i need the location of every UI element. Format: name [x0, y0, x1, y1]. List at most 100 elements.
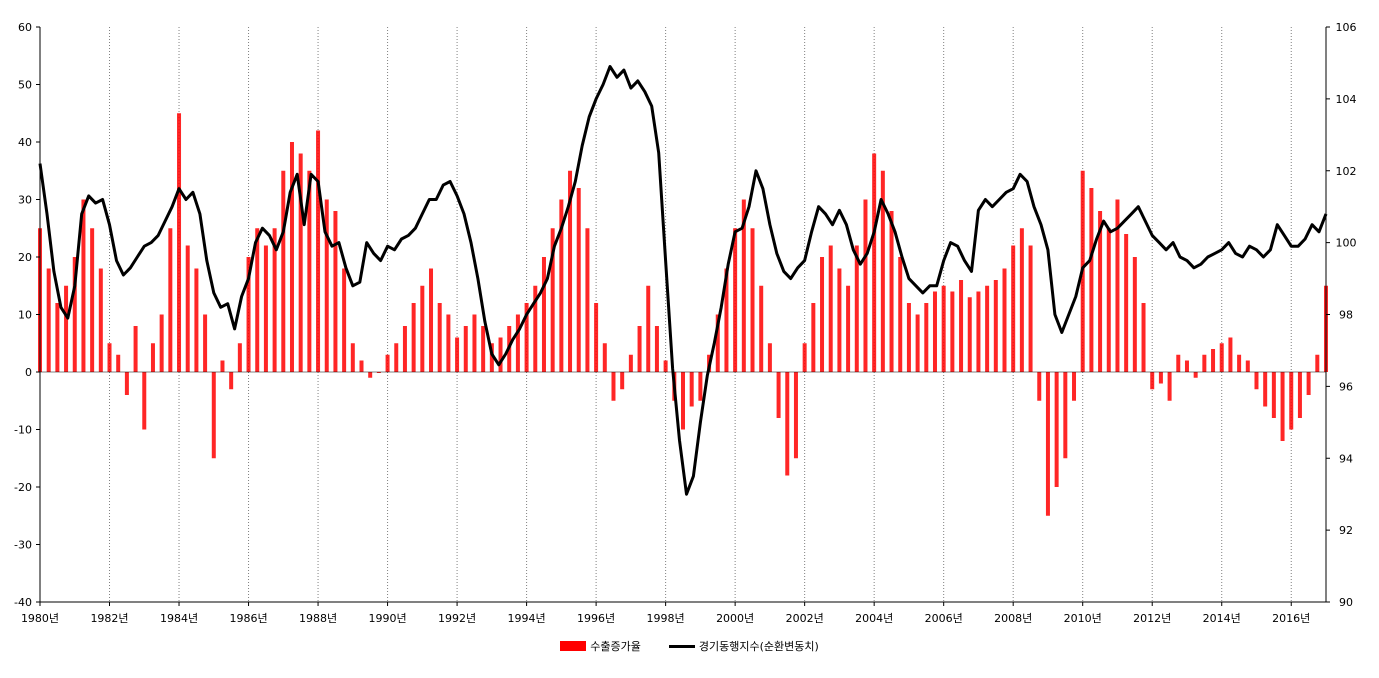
x-tick-label: 2010년 — [1064, 612, 1102, 625]
bar-export-growth — [1115, 199, 1120, 372]
bar-export-growth — [846, 285, 851, 372]
bar-export-growth — [90, 228, 95, 372]
bar-export-growth — [281, 170, 286, 372]
bar-export-growth — [1132, 257, 1137, 372]
bar-export-growth — [376, 372, 381, 373]
bar-export-growth — [1271, 372, 1276, 418]
bar-export-growth — [880, 170, 885, 372]
bar-export-growth — [1280, 372, 1285, 441]
bar-export-growth — [368, 372, 373, 378]
series-line-coincident-index — [38, 65, 1328, 496]
bar-export-growth — [107, 343, 112, 372]
bar-export-growth — [1289, 372, 1294, 430]
y-right-tick-label: 104 — [1336, 93, 1357, 106]
bar-export-growth — [481, 326, 486, 372]
x-tick-label: 1992년 — [438, 612, 476, 625]
legend-swatch-line — [668, 644, 695, 648]
x-tick-label: 1986년 — [229, 612, 267, 625]
legend-label-export-growth: 수출증가율 — [590, 640, 641, 653]
y-left-tick-label: -20 — [14, 481, 32, 494]
bars-export-growth — [38, 113, 1328, 516]
bar-export-growth — [489, 343, 494, 372]
bar-export-growth — [333, 211, 338, 372]
bar-export-growth — [715, 314, 720, 372]
x-tick-label: 2008년 — [994, 612, 1032, 625]
bar-export-growth — [437, 303, 442, 372]
y-right-tick-label: 92 — [1339, 524, 1353, 537]
x-tick-label: 1982년 — [90, 612, 128, 625]
bar-export-growth — [1124, 234, 1129, 372]
bar-export-growth — [950, 291, 955, 372]
bar-export-growth — [1245, 360, 1250, 372]
bar-export-growth — [237, 343, 242, 372]
bar-export-growth — [1297, 372, 1302, 418]
bar-export-growth — [1045, 372, 1050, 516]
bar-export-growth — [472, 314, 477, 372]
bar-export-growth — [1315, 354, 1320, 372]
bar-export-growth — [394, 343, 399, 372]
x-tick-label: 2014년 — [1203, 612, 1241, 625]
bar-export-growth — [793, 372, 798, 459]
bar-export-growth — [1072, 372, 1077, 401]
bar-export-growth — [932, 291, 937, 372]
bar-export-growth — [724, 268, 729, 372]
bar-export-growth — [116, 354, 121, 372]
bar-export-growth — [828, 245, 833, 372]
bar-export-growth — [620, 372, 625, 390]
y-right-tick-label: 96 — [1339, 380, 1353, 393]
bar-export-growth — [1063, 372, 1068, 459]
bar-export-growth — [55, 303, 60, 372]
bar-export-growth — [402, 326, 407, 372]
bar-export-growth — [411, 303, 416, 372]
bar-export-growth — [1089, 188, 1094, 372]
bar-export-growth — [602, 343, 607, 372]
bar-export-growth — [1019, 228, 1024, 372]
bar-export-growth — [689, 372, 694, 407]
bar-export-growth — [663, 360, 668, 372]
bar-export-growth — [342, 268, 347, 372]
bar-export-growth — [211, 372, 216, 459]
bar-export-growth — [654, 326, 659, 372]
bar-export-growth — [98, 268, 103, 372]
bar-export-growth — [750, 228, 755, 372]
bar-export-growth — [959, 280, 964, 372]
bar-export-growth — [1054, 372, 1059, 487]
bar-export-growth — [307, 170, 312, 372]
bar-export-growth — [1150, 372, 1155, 390]
bar-export-growth — [1028, 245, 1033, 372]
x-tick-label: 2000년 — [716, 612, 754, 625]
y-right-tick-label: 106 — [1336, 21, 1357, 34]
bar-export-growth — [64, 285, 69, 372]
bar-export-growth — [698, 372, 703, 401]
bar-export-growth — [985, 285, 990, 372]
bar-export-growth — [246, 257, 251, 372]
bar-export-growth — [142, 372, 147, 430]
bar-export-growth — [1254, 372, 1259, 390]
x-tick-label: 2004년 — [855, 612, 893, 625]
bar-export-growth — [785, 372, 790, 476]
bar-export-growth — [1037, 372, 1042, 401]
bar-export-growth — [993, 280, 998, 372]
bar-export-growth — [541, 257, 546, 372]
bar-export-growth — [585, 228, 590, 372]
bar-export-growth — [1176, 354, 1181, 372]
bar-export-growth — [1202, 354, 1207, 372]
x-tick-label: 1980년 — [21, 612, 59, 625]
x-tick-label: 1988년 — [299, 612, 337, 625]
y-left-tick-label: 30 — [18, 194, 32, 207]
bar-export-growth — [272, 228, 277, 372]
bar-export-growth — [350, 343, 355, 372]
x-tick-label: 1990년 — [369, 612, 407, 625]
x-tick-label: 2006년 — [925, 612, 963, 625]
y-left-tick-label: 60 — [18, 21, 32, 34]
x-tick-label: 1984년 — [160, 612, 198, 625]
bar-export-growth — [1184, 360, 1189, 372]
bar-export-growth — [194, 268, 199, 372]
legend-item-coincident-index: 경기동행지수(순환변동치) — [668, 638, 819, 654]
bar-export-growth — [924, 303, 929, 372]
bar-export-growth — [229, 372, 234, 390]
bar-export-growth — [203, 314, 208, 372]
bar-export-growth — [159, 314, 164, 372]
